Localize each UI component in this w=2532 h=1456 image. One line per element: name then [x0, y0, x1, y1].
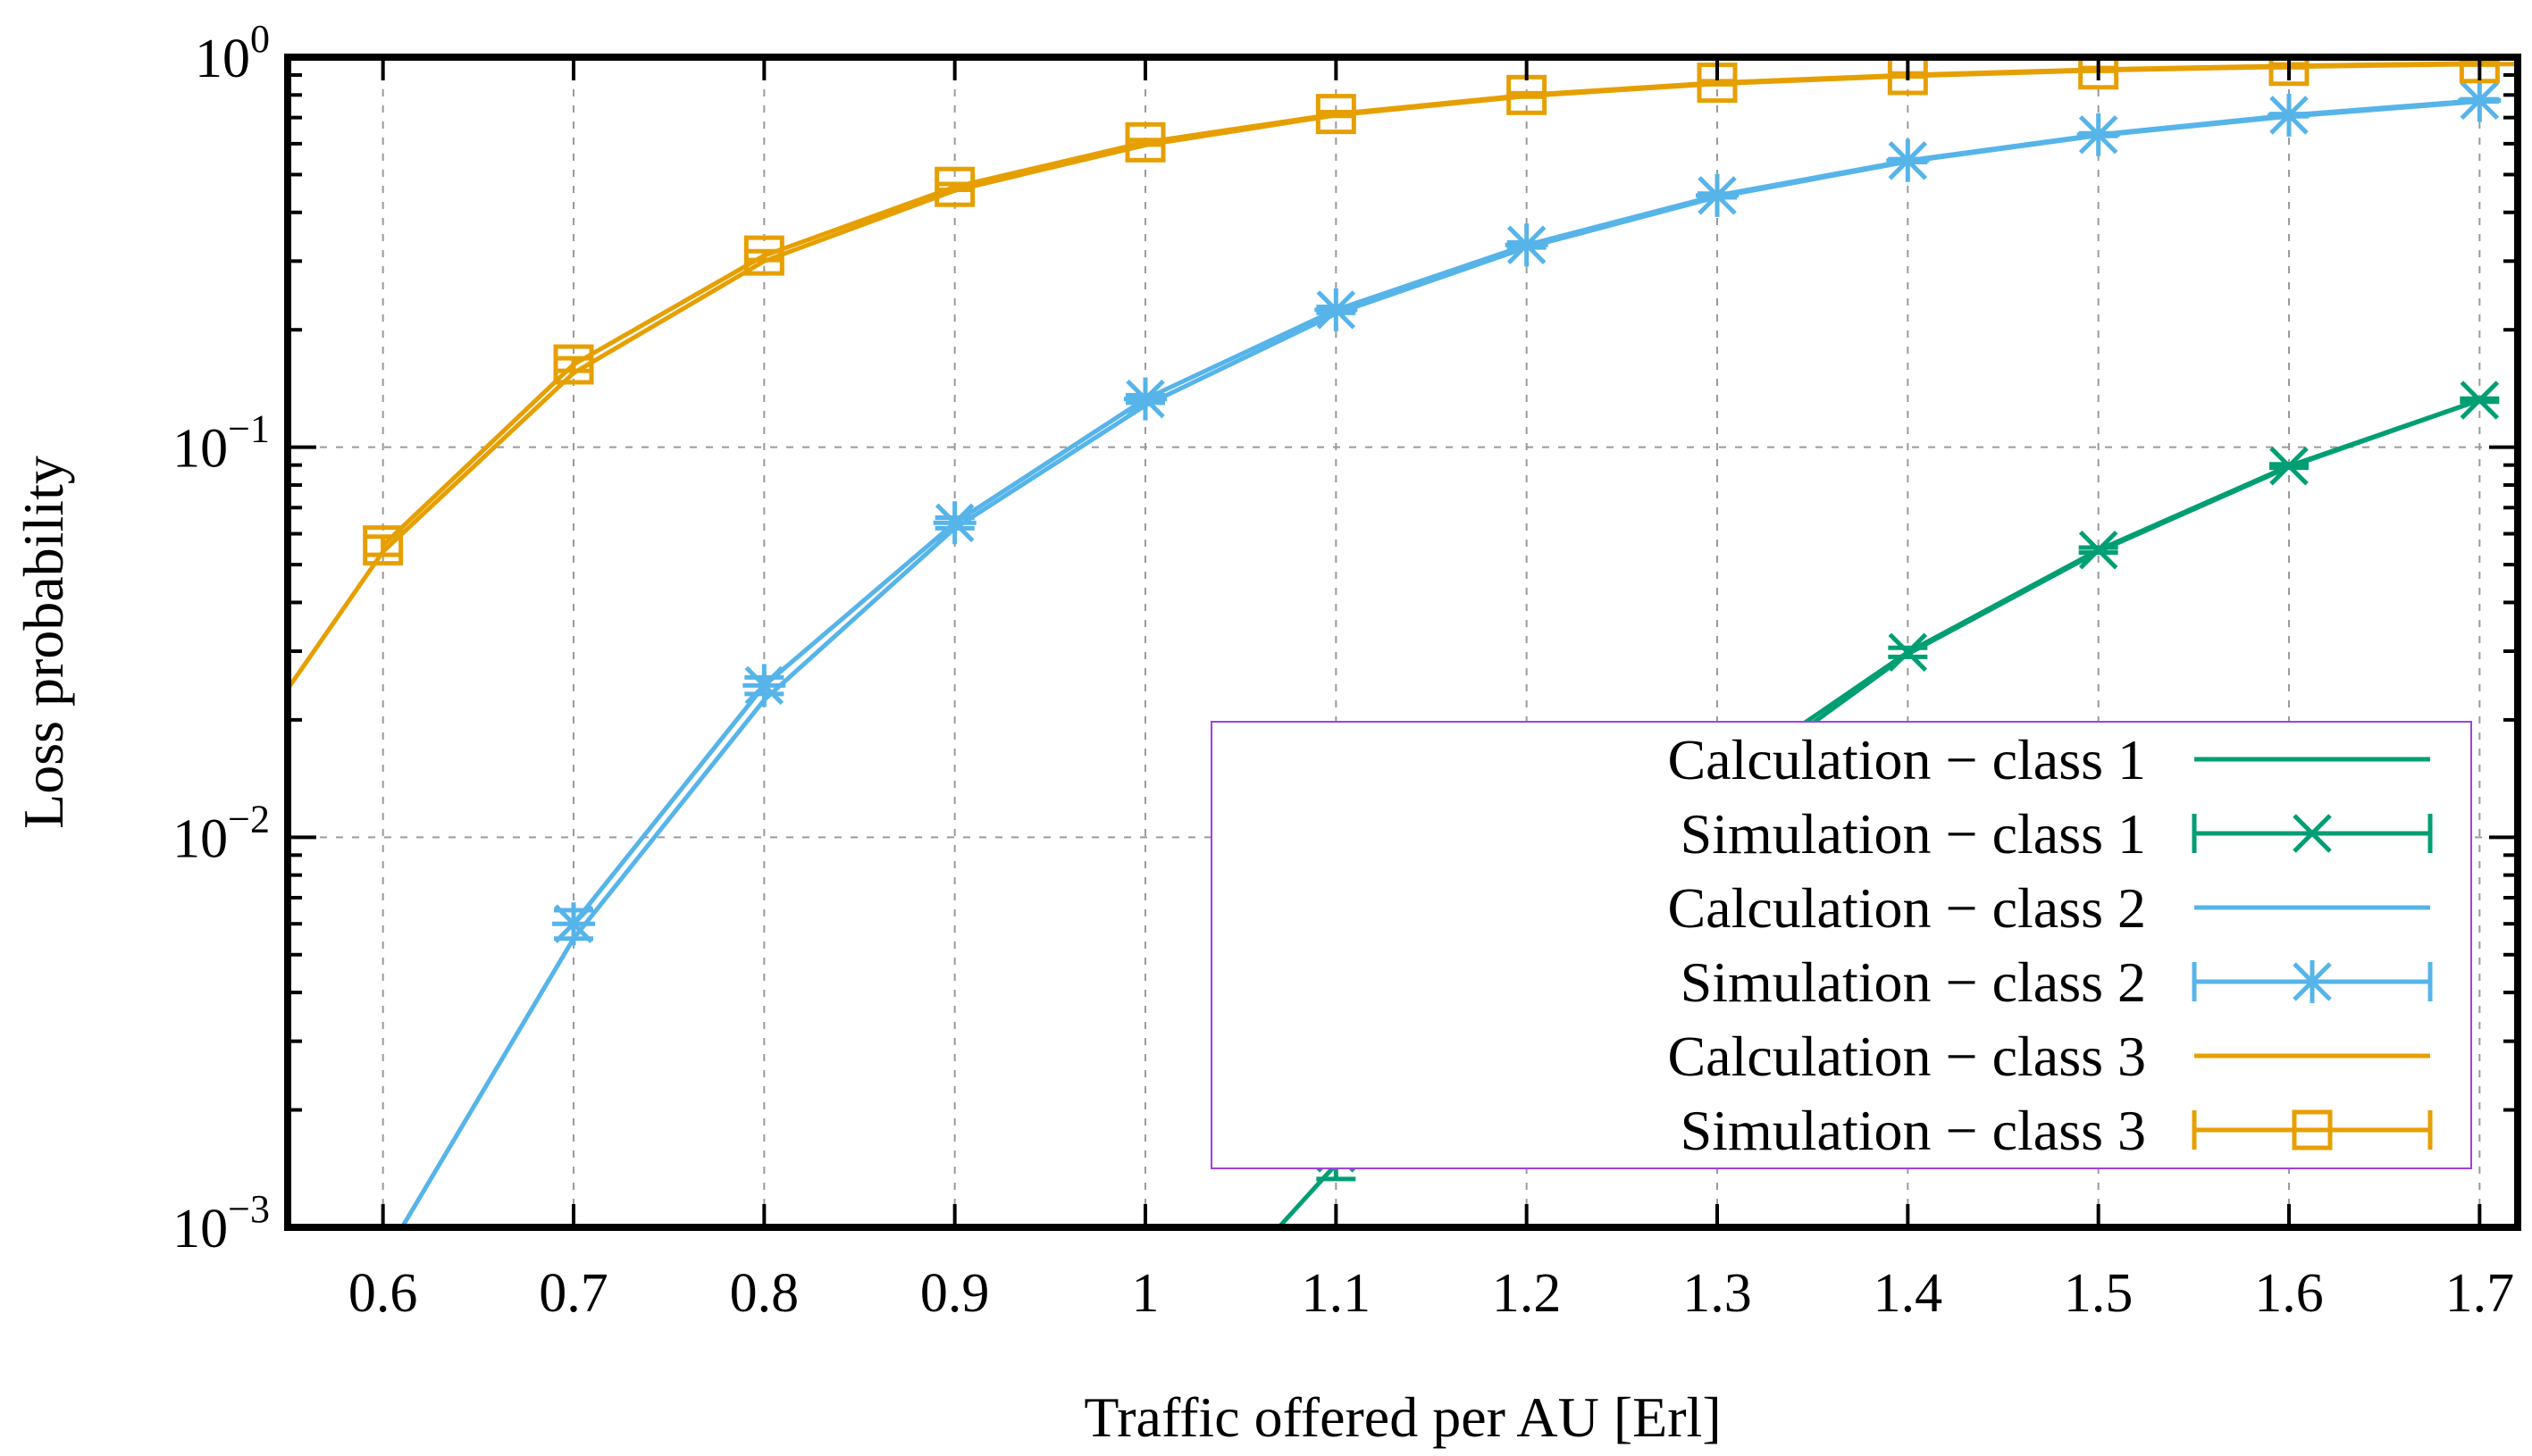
error-bar: [744, 248, 784, 263]
y-tick-label: 10−3: [172, 1187, 270, 1259]
x-tick-label: 1.6: [2254, 1263, 2324, 1324]
asterisk-marker: [1505, 223, 1548, 267]
y-tick-label-exponent: −1: [228, 407, 270, 451]
simulation-line: [381, 61, 2482, 548]
square-marker: [743, 235, 784, 276]
asterisk-marker: [1124, 377, 1167, 421]
x-marker-stroke: [1888, 632, 1928, 673]
legend-label: Simulation − class 1: [1681, 802, 2146, 866]
square-marker: [2292, 1109, 2333, 1151]
x-marker: [2460, 381, 2500, 420]
error-bar: [554, 356, 593, 373]
x-tick-label: 1.5: [2064, 1263, 2134, 1324]
x-tick-label: 1.3: [1682, 1263, 1752, 1324]
error-bar: [1316, 110, 1356, 119]
x-marker: [2293, 814, 2332, 853]
square-marker: [935, 166, 976, 207]
legend-label: Calculation − class 2: [1667, 876, 2146, 940]
y-tick-label-base: 10: [172, 808, 228, 869]
square-marker: [1315, 94, 1356, 135]
x-tick-label: 0.9: [920, 1263, 990, 1324]
error-bar: [1126, 138, 1165, 147]
series-simulation-class-2: [552, 79, 2502, 946]
error-bar: [1698, 79, 1737, 87]
x-tick-labels: 0.6 0.7 0.8 0.9 1 1.1 1.2 1.3 1.4 1.5 1.6 1.7: [348, 1263, 2514, 1324]
legend-label: Calculation − class 3: [1667, 1025, 2146, 1088]
square-marker: [1125, 121, 1166, 163]
x-tick-label: 1.2: [1492, 1263, 1562, 1324]
x-marker: [1888, 632, 1928, 673]
x-tick-label: 1.4: [1874, 1263, 1943, 1324]
asterisk-marker: [2458, 79, 2502, 122]
x-axis-label: Traffic offered per AU [Erl]: [1084, 1385, 1721, 1449]
x-marker-stroke: [2078, 531, 2118, 570]
error-bar: [935, 181, 975, 193]
asterisk-marker: [1696, 173, 1739, 217]
y-tick-label: 10−2: [172, 797, 270, 869]
y-tick-label-exponent: 0: [250, 17, 270, 61]
square-marker: [553, 344, 594, 385]
axis-ticks: [288, 55, 2518, 1229]
legend-box: [1211, 721, 2472, 1169]
x-tick-label: 0.7: [539, 1263, 608, 1324]
y-tick-label-exponent: −2: [228, 797, 270, 841]
legend-label: Simulation − class 3: [1681, 1099, 2146, 1162]
square-marker: [2459, 57, 2500, 84]
x-tick-label: 0.8: [730, 1263, 800, 1324]
x-tick-label: 0.6: [348, 1263, 418, 1324]
y-tick-label-base: 10: [195, 29, 250, 89]
x-tick-label: 1.7: [2445, 1263, 2515, 1324]
asterisk-marker: [933, 501, 977, 545]
x-tick-label: 1.1: [1302, 1263, 1371, 1324]
asterisk-marker: [1314, 288, 1358, 331]
x-marker: [2078, 531, 2118, 570]
y-tick-label-exponent: −3: [228, 1187, 270, 1231]
square-marker: [2268, 57, 2310, 87]
asterisk-marker: [2268, 93, 2310, 137]
x-marker: [2269, 446, 2309, 486]
asterisk-marker: [2291, 960, 2334, 1003]
square-marker: [2078, 57, 2119, 90]
y-tick-label-base: 10: [172, 1199, 228, 1259]
x-marker-stroke: [2293, 814, 2332, 853]
error-bar: [363, 534, 403, 557]
y-axis-label: Loss probability: [12, 456, 75, 829]
asterisk-marker: [2076, 113, 2120, 156]
legend-label: Simulation − class 2: [1681, 950, 2146, 1014]
legend: Calculation − class 1 Simulation − class …: [1211, 721, 2472, 1169]
legend-label: Calculation − class 1: [1667, 728, 2146, 791]
x-marker-stroke: [2460, 381, 2500, 420]
y-tick-label: 10−1: [172, 407, 270, 480]
asterisk-marker: [552, 902, 595, 946]
error-bar: [1506, 90, 1547, 99]
y-tick-label-base: 10: [172, 419, 228, 480]
y-tick-label: 100: [195, 17, 270, 89]
x-tick-label: 1: [1132, 1263, 1160, 1324]
x-marker-stroke: [2269, 446, 2309, 486]
plot-frame: [284, 54, 2521, 1231]
square-marker: [1887, 57, 1928, 96]
asterisk-marker: [1886, 138, 1930, 182]
asterisk-marker: [742, 664, 786, 707]
square-marker: [363, 525, 404, 566]
